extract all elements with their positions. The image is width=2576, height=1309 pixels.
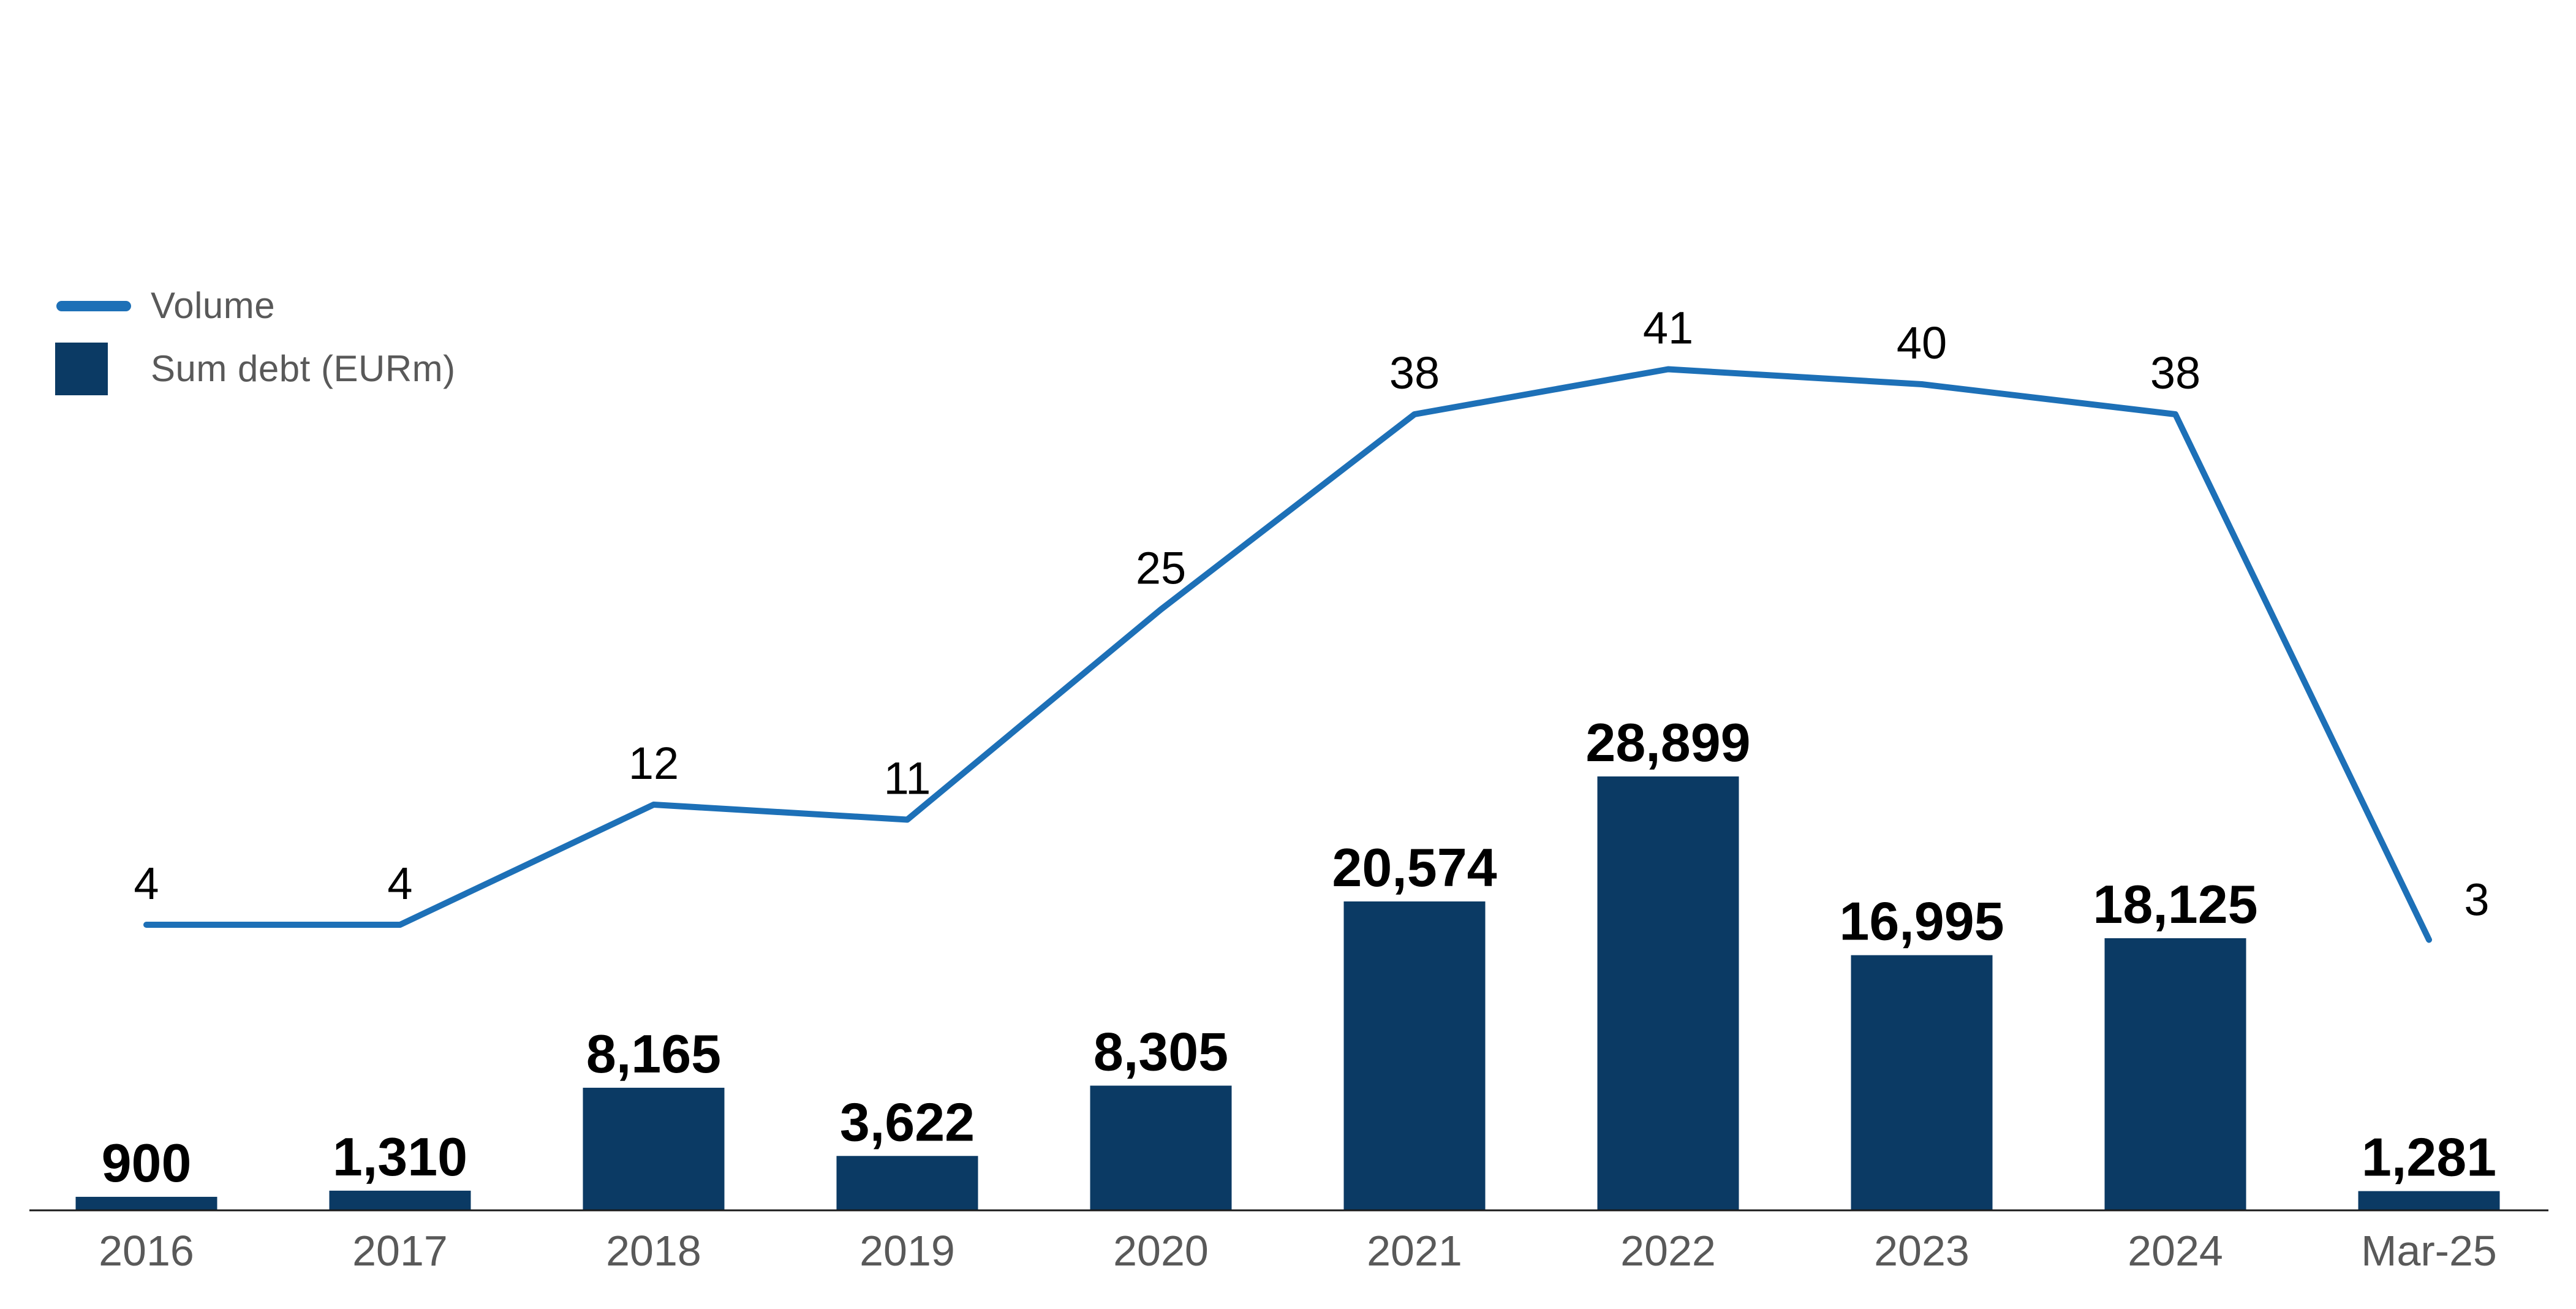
volume-value-label-2016: 4 xyxy=(134,858,159,909)
bar-value-label-2018: 8,165 xyxy=(586,1023,721,1084)
x-axis-label-Mar-25: Mar-25 xyxy=(2361,1227,2497,1275)
volume-value-label-2022: 41 xyxy=(1643,303,1693,354)
bar-2016 xyxy=(75,1196,217,1210)
volume-line xyxy=(143,366,2432,943)
bar-2018 xyxy=(583,1087,725,1210)
volume-value-label-2018: 12 xyxy=(629,738,679,789)
bar-value-label-2024: 18,125 xyxy=(2093,874,2257,935)
bar-2019 xyxy=(836,1156,978,1210)
sum-debt-swatch xyxy=(55,343,108,395)
volume-value-label-2024: 38 xyxy=(2150,347,2200,398)
bar-value-label-2016: 900 xyxy=(102,1133,192,1193)
bar-Mar-25 xyxy=(2358,1191,2500,1210)
bar-value-label-2020: 8,305 xyxy=(1093,1022,1228,1082)
volume-value-label-Mar-25: 3 xyxy=(2464,875,2489,925)
volume-value-label-2021: 38 xyxy=(1389,347,1440,398)
legend-label-volume: Volume xyxy=(151,285,276,326)
volume-value-label-2020: 25 xyxy=(1136,543,1186,594)
x-axis-label-2024: 2024 xyxy=(2128,1227,2223,1275)
bar-value-label-2022: 28,899 xyxy=(1585,712,1750,773)
legend-item-volume: Volume xyxy=(54,283,456,328)
volume-value-label-2017: 4 xyxy=(387,858,412,909)
x-axis-label-2022: 2022 xyxy=(1620,1227,1716,1275)
x-axis-label-2019: 2019 xyxy=(859,1227,955,1275)
bar-2017 xyxy=(329,1190,471,1210)
bar-value-label-2023: 16,995 xyxy=(1839,891,2004,952)
bar-2020 xyxy=(1090,1085,1232,1210)
legend-label-sum-debt: Sum debt (EURm) xyxy=(151,348,456,389)
volume-value-label-2019: 11 xyxy=(884,753,931,804)
bar-value-label-2017: 1,310 xyxy=(333,1126,467,1187)
bar-2022 xyxy=(1597,776,1739,1210)
x-axis-label-2016: 2016 xyxy=(99,1227,194,1275)
x-axis-label-2021: 2021 xyxy=(1367,1227,1462,1275)
x-axis-label-2018: 2018 xyxy=(606,1227,701,1275)
x-axis-label-2020: 2020 xyxy=(1113,1227,1209,1275)
bar-value-label-Mar-25: 1,281 xyxy=(2362,1127,2496,1188)
bar-2023 xyxy=(1851,955,1993,1210)
legend: Volume Sum debt (EURm) xyxy=(54,283,456,401)
volume-value-label-2023: 40 xyxy=(1897,317,1947,368)
x-axis-label-2017: 2017 xyxy=(352,1227,448,1275)
bar-2024 xyxy=(2104,938,2246,1210)
bar-value-label-2019: 3,622 xyxy=(840,1091,975,1152)
legend-item-sum-debt: Sum debt (EURm) xyxy=(54,337,456,401)
bar-value-label-2021: 20,574 xyxy=(1332,837,1497,898)
bar-2021 xyxy=(1343,901,1486,1210)
x-axis-label-2023: 2023 xyxy=(1874,1227,1970,1275)
volume-line-swatch xyxy=(56,300,131,311)
